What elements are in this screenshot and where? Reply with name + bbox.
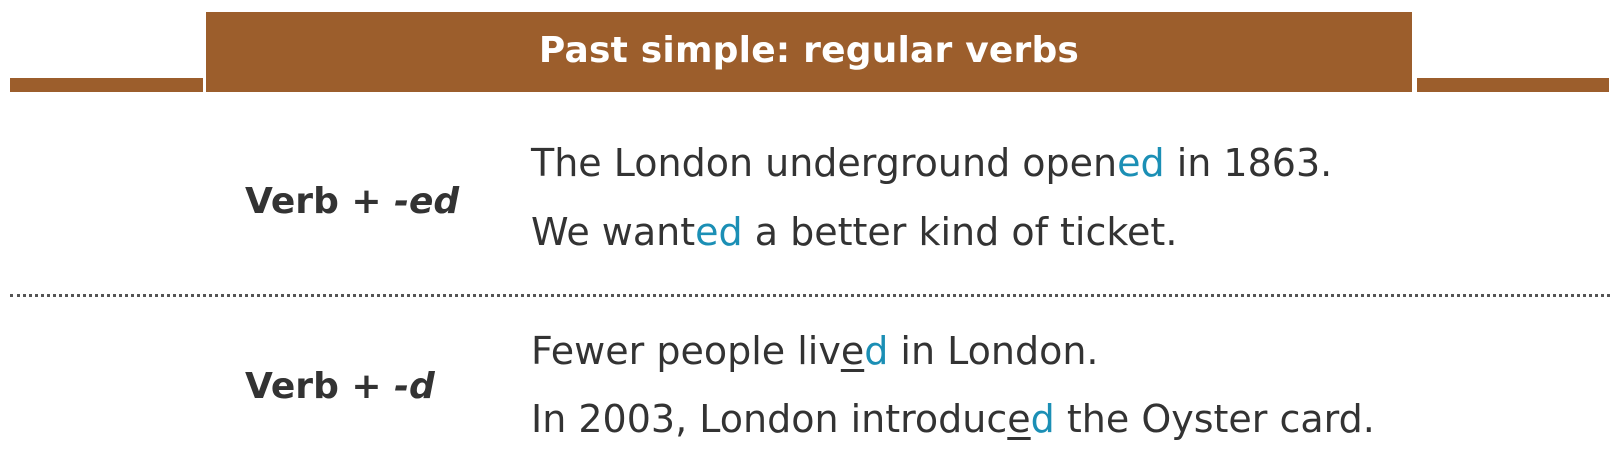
ending-highlight: d xyxy=(864,329,889,373)
rule-label-prefix: Verb + xyxy=(245,366,395,407)
silent-e-underline: e xyxy=(1007,397,1031,441)
example-sentence: We wanted a better kind of ticket. xyxy=(531,210,1177,254)
page-title: Past simple: regular verbs xyxy=(538,29,1080,71)
rule-label-prefix: Verb + xyxy=(245,181,395,222)
rule-label-suffix: -ed xyxy=(394,181,460,222)
example-text: We want xyxy=(531,210,696,254)
ending-highlight: d xyxy=(1030,397,1055,441)
rule-label: Verb + -d xyxy=(245,366,435,407)
ending-highlight: ed xyxy=(695,210,743,254)
silent-e-underline: e xyxy=(840,329,865,373)
header-rule-left xyxy=(10,78,203,92)
example-sentence: The London underground opened in 1863. xyxy=(531,141,1332,185)
example-text: In 2003, London introduc xyxy=(531,397,1008,441)
header-rule-right xyxy=(1417,78,1609,92)
example-text: in 1863. xyxy=(1164,141,1333,185)
example-text: in London. xyxy=(888,329,1099,373)
dotted-divider xyxy=(10,294,1610,297)
title-banner: Past simple: regular verbs xyxy=(206,12,1412,92)
example-text: Fewer people liv xyxy=(531,329,841,373)
example-sentence: Fewer people lived in London. xyxy=(531,329,1099,373)
example-sentence: In 2003, London introduced the Oyster ca… xyxy=(531,397,1375,441)
rule-label: Verb + -ed xyxy=(245,181,459,222)
example-text: the Oyster card. xyxy=(1054,397,1375,441)
example-text: The London underground open xyxy=(531,141,1118,185)
example-text: a better kind of ticket. xyxy=(742,210,1178,254)
ending-highlight: ed xyxy=(1117,141,1165,185)
rule-label-suffix: -d xyxy=(394,366,435,407)
